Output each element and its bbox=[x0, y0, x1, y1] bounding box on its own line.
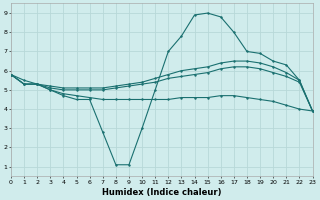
X-axis label: Humidex (Indice chaleur): Humidex (Indice chaleur) bbox=[102, 188, 221, 197]
